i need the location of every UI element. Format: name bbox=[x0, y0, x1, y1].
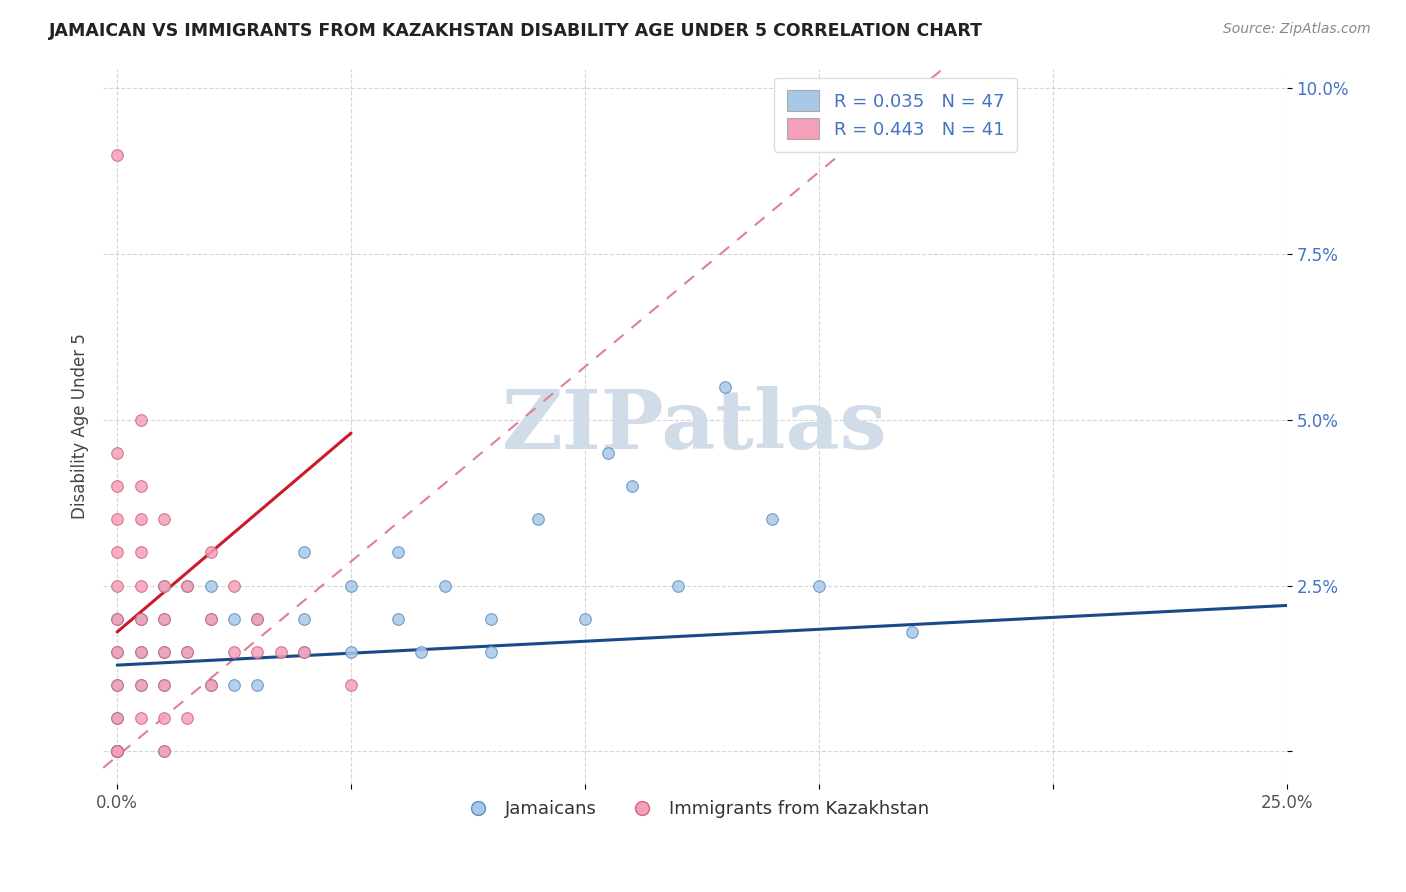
Point bbox=[807, 578, 830, 592]
Point bbox=[105, 645, 128, 659]
Point bbox=[129, 413, 152, 427]
Point bbox=[153, 578, 176, 592]
Point bbox=[246, 678, 269, 692]
Point bbox=[246, 645, 269, 659]
Point bbox=[340, 578, 363, 592]
Point bbox=[200, 578, 222, 592]
Point bbox=[433, 578, 456, 592]
Point bbox=[176, 711, 198, 725]
Point bbox=[292, 645, 315, 659]
Point bbox=[129, 711, 152, 725]
Point bbox=[105, 512, 128, 526]
Point bbox=[153, 612, 176, 626]
Point bbox=[153, 744, 176, 758]
Point bbox=[527, 512, 550, 526]
Point bbox=[224, 645, 246, 659]
Point bbox=[200, 612, 222, 626]
Point bbox=[105, 711, 128, 725]
Point bbox=[176, 578, 198, 592]
Point bbox=[176, 645, 198, 659]
Point bbox=[176, 645, 198, 659]
Point bbox=[105, 744, 128, 758]
Point bbox=[153, 645, 176, 659]
Point bbox=[224, 678, 246, 692]
Point bbox=[479, 612, 502, 626]
Point bbox=[153, 645, 176, 659]
Point bbox=[105, 645, 128, 659]
Point bbox=[176, 578, 198, 592]
Point bbox=[105, 446, 128, 460]
Point bbox=[105, 578, 128, 592]
Point bbox=[129, 678, 152, 692]
Text: JAMAICAN VS IMMIGRANTS FROM KAZAKHSTAN DISABILITY AGE UNDER 5 CORRELATION CHART: JAMAICAN VS IMMIGRANTS FROM KAZAKHSTAN D… bbox=[49, 22, 983, 40]
Point bbox=[714, 380, 737, 394]
Point bbox=[292, 545, 315, 559]
Point bbox=[200, 612, 222, 626]
Point bbox=[479, 645, 502, 659]
Legend: Jamaicans, Immigrants from Kazakhstan: Jamaicans, Immigrants from Kazakhstan bbox=[453, 793, 936, 825]
Point bbox=[901, 624, 924, 639]
Point bbox=[292, 612, 315, 626]
Point bbox=[105, 678, 128, 692]
Point bbox=[200, 545, 222, 559]
Point bbox=[153, 744, 176, 758]
Point bbox=[129, 612, 152, 626]
Point bbox=[668, 578, 690, 592]
Point bbox=[153, 612, 176, 626]
Point bbox=[153, 678, 176, 692]
Point bbox=[340, 678, 363, 692]
Y-axis label: Disability Age Under 5: Disability Age Under 5 bbox=[72, 334, 89, 519]
Point bbox=[105, 744, 128, 758]
Point bbox=[387, 612, 409, 626]
Point bbox=[105, 744, 128, 758]
Point bbox=[387, 545, 409, 559]
Point bbox=[598, 446, 620, 460]
Point bbox=[129, 479, 152, 493]
Point bbox=[105, 612, 128, 626]
Point bbox=[761, 512, 783, 526]
Point bbox=[200, 678, 222, 692]
Point bbox=[411, 645, 433, 659]
Point bbox=[105, 612, 128, 626]
Point bbox=[153, 678, 176, 692]
Point bbox=[129, 645, 152, 659]
Point bbox=[129, 645, 152, 659]
Point bbox=[224, 578, 246, 592]
Point bbox=[574, 612, 596, 626]
Point bbox=[129, 545, 152, 559]
Point bbox=[620, 479, 643, 493]
Text: ZIPatlas: ZIPatlas bbox=[502, 386, 887, 467]
Point bbox=[153, 512, 176, 526]
Point bbox=[246, 612, 269, 626]
Point bbox=[340, 645, 363, 659]
Point bbox=[105, 479, 128, 493]
Point bbox=[270, 645, 292, 659]
Point bbox=[246, 612, 269, 626]
Point bbox=[129, 612, 152, 626]
Point bbox=[105, 744, 128, 758]
Point bbox=[105, 678, 128, 692]
Point bbox=[292, 645, 315, 659]
Point bbox=[153, 578, 176, 592]
Point bbox=[200, 678, 222, 692]
Point bbox=[129, 578, 152, 592]
Point bbox=[153, 711, 176, 725]
Point bbox=[129, 512, 152, 526]
Point bbox=[105, 744, 128, 758]
Point bbox=[105, 744, 128, 758]
Point bbox=[105, 711, 128, 725]
Point bbox=[105, 147, 128, 161]
Point bbox=[105, 744, 128, 758]
Point bbox=[224, 612, 246, 626]
Text: Source: ZipAtlas.com: Source: ZipAtlas.com bbox=[1223, 22, 1371, 37]
Point bbox=[129, 678, 152, 692]
Point bbox=[105, 744, 128, 758]
Point bbox=[105, 545, 128, 559]
